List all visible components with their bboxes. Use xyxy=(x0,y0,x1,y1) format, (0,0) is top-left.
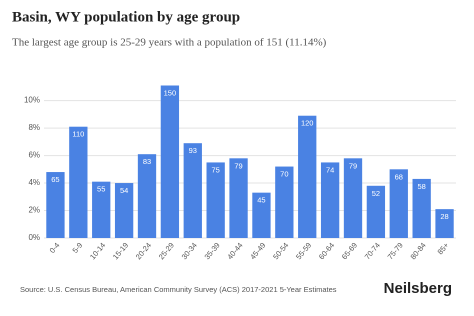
bar xyxy=(206,162,225,238)
y-tick-label: 6% xyxy=(28,151,40,160)
y-tick-label: 4% xyxy=(28,178,40,187)
data-label: 74 xyxy=(326,165,334,174)
y-tick-label: 10% xyxy=(24,96,40,105)
y-tick-label: 8% xyxy=(28,123,40,132)
data-label: 79 xyxy=(234,161,242,170)
data-label: 75 xyxy=(211,165,219,174)
data-label: 45 xyxy=(257,196,265,205)
bar xyxy=(320,162,340,238)
data-label: 110 xyxy=(72,130,84,139)
data-label: 68 xyxy=(395,172,403,181)
source: Source: U.S. Census Bureau, American Com… xyxy=(20,285,337,294)
bar xyxy=(137,154,157,238)
bar xyxy=(92,181,111,238)
brand: Neilsberg xyxy=(384,280,452,297)
data-label: 52 xyxy=(372,189,380,198)
data-label: 55 xyxy=(97,185,105,194)
data-label: 83 xyxy=(143,157,151,166)
bar xyxy=(412,178,431,238)
data-label: 58 xyxy=(417,182,425,191)
data-label: 65 xyxy=(51,175,59,184)
y-tick-label: 0% xyxy=(28,233,40,242)
data-label: 93 xyxy=(189,146,197,155)
bar xyxy=(275,166,294,238)
bar xyxy=(298,115,317,238)
bar xyxy=(252,192,271,238)
data-label: 120 xyxy=(301,119,314,128)
data-label: 70 xyxy=(280,170,288,179)
chart-title: Basin, WY population by age group xyxy=(12,9,240,25)
bar xyxy=(366,185,386,238)
data-label: 79 xyxy=(349,161,357,170)
bar xyxy=(183,143,202,238)
data-label: 28 xyxy=(440,212,448,221)
bar xyxy=(46,172,65,238)
bar xyxy=(69,126,88,238)
bar xyxy=(114,183,134,238)
data-label: 150 xyxy=(164,88,177,97)
bar xyxy=(389,169,408,238)
bar xyxy=(160,85,180,238)
bar xyxy=(435,209,454,238)
bar xyxy=(343,158,363,238)
bar xyxy=(229,158,248,238)
chart-subtitle: The largest age group is 25-29 years wit… xyxy=(12,37,327,49)
data-label: 54 xyxy=(120,186,128,195)
y-tick-label: 2% xyxy=(28,206,40,215)
